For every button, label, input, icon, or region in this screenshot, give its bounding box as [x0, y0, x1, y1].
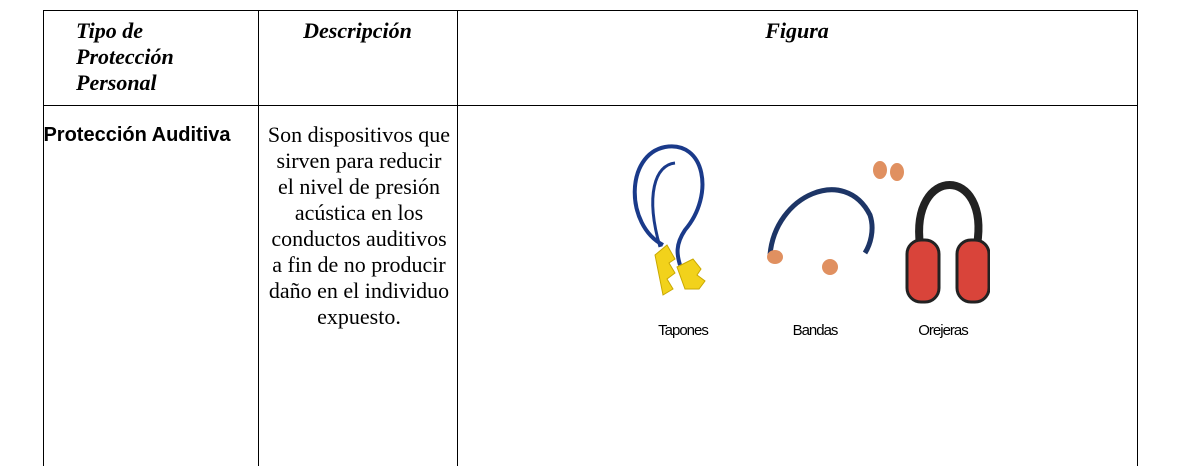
- figure-label: Orejeras: [918, 322, 968, 339]
- header-cell: Figura: [765, 18, 829, 43]
- body-cell: Son dispositivos que sirven para reducir…: [267, 122, 451, 329]
- figure: Tapones Bandas Orejeras: [605, 135, 990, 365]
- table-border: [43, 10, 1137, 11]
- figure-label: Bandas: [793, 322, 838, 339]
- table-border: [258, 10, 259, 466]
- table-border: [457, 10, 458, 466]
- table-border: [43, 105, 1137, 106]
- header-cell: Descripción: [303, 18, 412, 43]
- figure-label: Tapones: [658, 322, 708, 339]
- table-border: [43, 10, 44, 466]
- header-cell: Tipo de Protección Personal: [76, 18, 174, 95]
- table-border: [1137, 10, 1138, 466]
- body-cell: Protección Auditiva: [43, 124, 231, 146]
